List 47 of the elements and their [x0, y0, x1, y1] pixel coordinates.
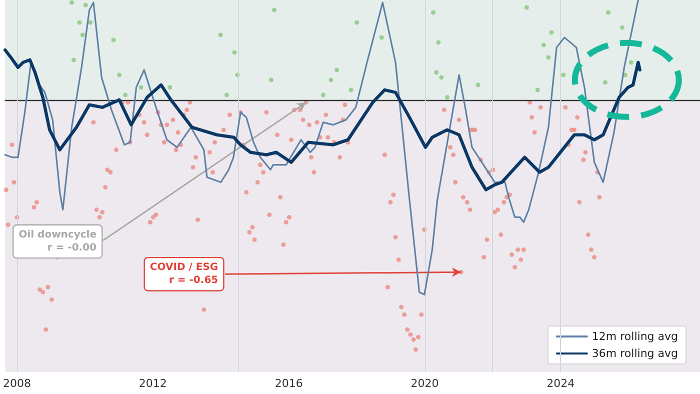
point [272, 8, 276, 12]
point [117, 72, 122, 78]
point [549, 30, 554, 35]
point [546, 55, 551, 60]
point [431, 10, 436, 15]
point [88, 20, 93, 25]
point [138, 85, 144, 90]
point [72, 58, 76, 62]
point [224, 92, 229, 98]
point [620, 25, 624, 30]
x-tick-label: 2012 [138, 377, 167, 390]
point [80, 32, 85, 38]
point [348, 88, 354, 92]
point [436, 40, 441, 45]
x-tick-label: 2016 [274, 377, 303, 390]
point [123, 92, 128, 98]
point [218, 32, 223, 38]
point [379, 35, 384, 40]
point [439, 75, 444, 80]
point [69, 0, 74, 5]
point [268, 78, 274, 82]
point [320, 92, 326, 98]
point [354, 20, 360, 25]
point [476, 82, 480, 88]
x-tick-label: 2008 [2, 377, 31, 390]
annotation: COVID / ESG r = -0.65 [150, 262, 218, 286]
point [434, 70, 439, 75]
annotation: Oil downcycle r = -0.00 [18, 229, 97, 254]
point [444, 95, 450, 100]
point [524, 5, 529, 10]
legend-label: 12m rolling avg [592, 330, 678, 343]
legend-label: 36m rolling avg [592, 347, 678, 360]
point [602, 80, 608, 85]
point [77, 20, 82, 25]
point [232, 50, 237, 55]
x-tick-label: 2020 [410, 377, 439, 390]
point [328, 78, 334, 82]
point [606, 10, 611, 15]
point [168, 85, 172, 90]
point [83, 2, 88, 8]
point [111, 38, 116, 42]
point [628, 60, 634, 65]
x-tick-label: 2024 [546, 377, 575, 390]
point [561, 72, 566, 78]
point [334, 68, 339, 72]
point [535, 88, 540, 92]
point [541, 42, 546, 48]
